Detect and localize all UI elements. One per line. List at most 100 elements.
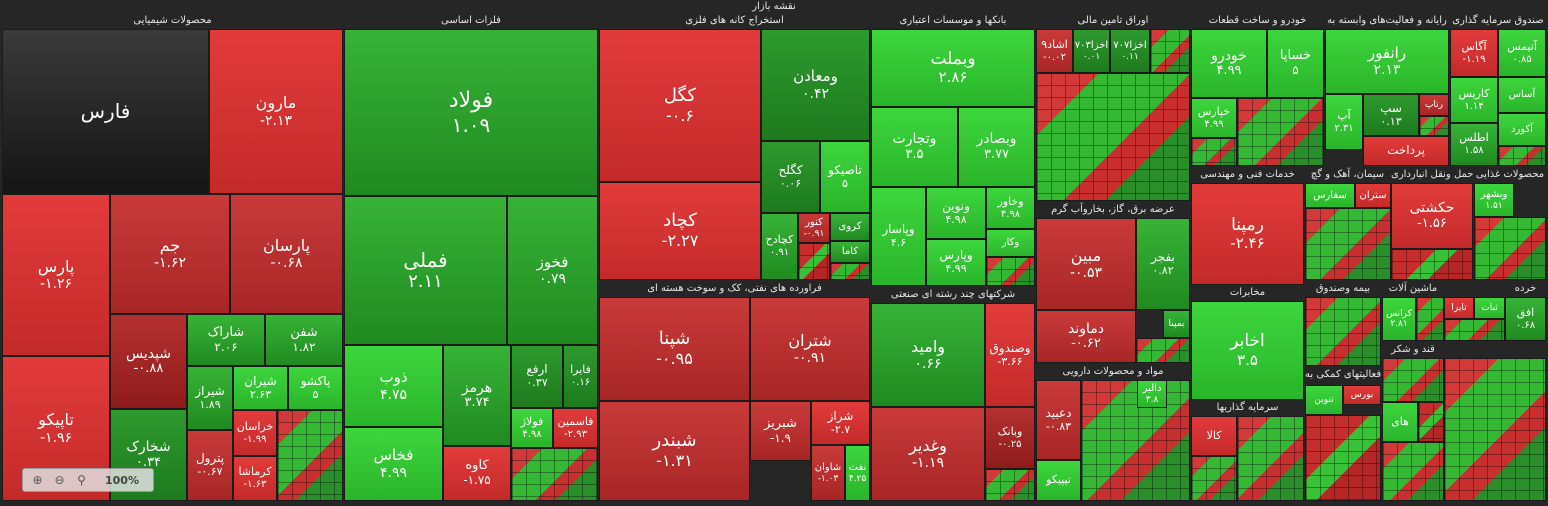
small-tiles-cluster[interactable]: [1305, 208, 1391, 280]
stock-tile[interactable]: شتران -۰.۹۱: [750, 297, 870, 401]
small-tiles-cluster[interactable]: [1136, 338, 1190, 363]
stock-tile[interactable]: فخاس ۴.۹۹: [344, 427, 443, 501]
sector-title[interactable]: سرمایه گذاریها: [1216, 402, 1279, 413]
stock-tile[interactable]: کچادح ۰.۹۱: [761, 213, 798, 280]
stock-tile[interactable]: شبریز -۱.۹: [750, 401, 811, 461]
small-tiles-cluster[interactable]: [798, 243, 830, 280]
stock-tile[interactable]: وبصادر ۳.۷۷: [958, 107, 1035, 187]
stock-tile[interactable]: شپنا -۰.۹۵: [599, 297, 750, 401]
small-tiles-cluster[interactable]: [1191, 456, 1237, 501]
stock-tile[interactable]: آکورد: [1498, 113, 1546, 146]
stock-tile[interactable]: وصندوق -۳.۶۶: [985, 303, 1035, 407]
sector-title[interactable]: فلزات اساسی: [441, 15, 501, 26]
stock-tile[interactable]: تیپیکو: [1036, 460, 1081, 501]
sector-title[interactable]: فراورده های نفتی، کک و سوخت هسته ای: [647, 283, 822, 294]
stock-tile[interactable]: رمپنا -۲.۴۶: [1191, 183, 1304, 285]
stock-tile[interactable]: وبانک -۰.۲۵: [985, 407, 1035, 469]
stock-tile[interactable]: کروی: [830, 213, 870, 241]
stock-tile[interactable]: وبشهر ۱.۵۱: [1474, 183, 1514, 217]
zoom-reset-icon[interactable]: ⚲: [77, 473, 86, 487]
sector-title[interactable]: عرضه برق، گاز، بخاروآب گرم: [1051, 204, 1175, 215]
stock-tile[interactable]: کرماشا -۱.۶۳: [233, 456, 277, 501]
stock-tile[interactable]: اشاد۹ -۰.۰۲: [1036, 29, 1073, 73]
stock-tile[interactable]: حکشتی -۱.۵۶: [1391, 183, 1473, 249]
stock-tile[interactable]: شیراز ۱.۸۹: [187, 366, 233, 430]
small-tiles-cluster[interactable]: [1382, 358, 1444, 402]
stock-tile[interactable]: دالبر ۳.۸: [1137, 380, 1167, 408]
stock-tile[interactable]: فولاژ ۴.۹۸: [511, 408, 553, 448]
sector-title[interactable]: خودرو و ساخت قطعات: [1208, 15, 1307, 26]
small-tiles-cluster[interactable]: [1444, 319, 1505, 341]
zoom-out-icon[interactable]: ⊖: [54, 473, 65, 487]
stock-tile[interactable]: رتاپ: [1419, 94, 1449, 116]
stock-tile[interactable]: هرمز ۳.۷۴: [443, 345, 511, 446]
stock-tile[interactable]: اخزا۷۰۳ ۰.۰۱: [1073, 29, 1110, 73]
stock-tile[interactable]: دعبید -۰.۸۳: [1036, 380, 1081, 460]
stock-tile[interactable]: پارسان -۰.۶۸: [230, 194, 343, 314]
stock-tile[interactable]: فخوز ۰.۷۹: [507, 196, 598, 345]
stock-tile[interactable]: خساپا ۵: [1267, 29, 1324, 98]
stock-tile[interactable]: وپارس ۴.۹۹: [926, 239, 986, 286]
stock-tile[interactable]: کگلح ۰.۰۶: [761, 141, 820, 213]
stock-tile[interactable]: کاوه -۱.۷۵: [443, 446, 511, 501]
stock-tile[interactable]: ثبات: [1474, 297, 1505, 319]
sector-title[interactable]: محصولات شیمیایی: [133, 15, 212, 26]
stock-tile[interactable]: کاریس ۱.۱۴: [1450, 77, 1498, 123]
stock-tile[interactable]: ستران: [1355, 183, 1391, 208]
stock-tile[interactable]: آگاس -۱.۱۹: [1450, 29, 1498, 77]
stock-tile[interactable]: کالا: [1191, 416, 1237, 456]
small-tiles-cluster[interactable]: [1416, 297, 1444, 341]
stock-tile[interactable]: وکار: [986, 229, 1035, 257]
small-tiles-cluster[interactable]: [511, 448, 598, 501]
stock-tile[interactable]: فولاد ۱.۰۹: [344, 29, 598, 196]
stock-tile[interactable]: رانفور ۲.۱۳: [1325, 29, 1449, 94]
small-tiles-cluster[interactable]: [1418, 402, 1444, 442]
stock-tile[interactable]: شاراک ۲.۰۶: [187, 314, 265, 366]
stock-tile[interactable]: دماوند -۰.۶۲: [1036, 310, 1136, 363]
stock-tile[interactable]: کچاد -۲.۲۷: [599, 182, 761, 280]
stock-tile[interactable]: شراز -۲.۷: [811, 401, 870, 445]
stock-tile[interactable]: پاکشو ۵: [288, 366, 343, 410]
sector-title[interactable]: مخابرات: [1229, 287, 1266, 298]
stock-tile[interactable]: خراسان -۱.۹۹: [233, 410, 277, 456]
small-tiles-cluster[interactable]: [1444, 358, 1546, 501]
zoom-in-icon[interactable]: ⊕: [32, 473, 43, 487]
small-tiles-cluster[interactable]: [1474, 217, 1546, 280]
stock-tile[interactable]: شفن ۱.۸۲: [265, 314, 343, 366]
stock-tile[interactable]: خودرو ۴.۹۹: [1191, 29, 1267, 98]
stock-tile[interactable]: کنور -۰.۹۱: [798, 213, 830, 243]
sector-title[interactable]: بیمه وصندوق: [1315, 283, 1371, 294]
stock-tile[interactable]: آتیمس ۰.۸۵: [1498, 29, 1546, 77]
stock-tile[interactable]: تنوین: [1305, 385, 1343, 415]
small-tiles-cluster[interactable]: [1191, 138, 1237, 166]
sector-title[interactable]: خدمات فنی و مهندسی: [1200, 169, 1295, 180]
stock-tile[interactable]: وتجارت ۳.۵: [871, 107, 958, 187]
stock-tile[interactable]: خپارس ۴.۹۹: [1191, 98, 1237, 138]
stock-tile[interactable]: سپ ۰.۱۳: [1363, 94, 1419, 136]
stock-tile[interactable]: افق ۰.۶۸: [1505, 297, 1546, 341]
stock-tile[interactable]: تاصیکو ۵: [820, 141, 870, 213]
sector-title[interactable]: اوراق تامین مالی: [1077, 15, 1149, 26]
small-tiles-cluster[interactable]: [830, 263, 870, 280]
stock-tile[interactable]: وخاور ۴.۹۸: [986, 187, 1035, 229]
stock-tile[interactable]: شاوان -۱.۰۳: [811, 445, 845, 501]
sector-title[interactable]: خرده: [1514, 283, 1537, 294]
stock-tile[interactable]: وغدیر -۱.۱۹: [871, 407, 985, 501]
small-tiles-cluster[interactable]: [985, 469, 1035, 501]
stock-tile[interactable]: مبین -۰.۵۳: [1036, 218, 1136, 310]
stock-tile[interactable]: پارس -۱.۲۶: [2, 194, 110, 356]
sector-title[interactable]: بانکها و موسسات اعتباری: [899, 15, 1007, 26]
sector-title[interactable]: حمل ونقل انبارداری: [1391, 169, 1473, 180]
stock-tile[interactable]: کگل -۰.۶: [599, 29, 761, 182]
stock-tile[interactable]: سفارس: [1305, 183, 1355, 208]
sector-title[interactable]: استخراج کانه های فلزی: [685, 15, 784, 26]
stock-tile[interactable]: ونوین ۴.۹۸: [926, 187, 986, 239]
small-tiles-cluster[interactable]: [1081, 380, 1190, 501]
small-tiles-cluster[interactable]: [1391, 249, 1473, 280]
stock-tile[interactable]: جم -۱.۶۲: [110, 194, 230, 314]
small-tiles-cluster[interactable]: [1036, 73, 1190, 201]
sector-title[interactable]: سیمان، آهک و گچ: [1310, 169, 1385, 180]
stock-tile[interactable]: بمپنا: [1163, 310, 1190, 338]
small-tiles-cluster[interactable]: [1305, 415, 1381, 501]
stock-tile[interactable]: مارون -۲.۱۳: [209, 29, 343, 194]
